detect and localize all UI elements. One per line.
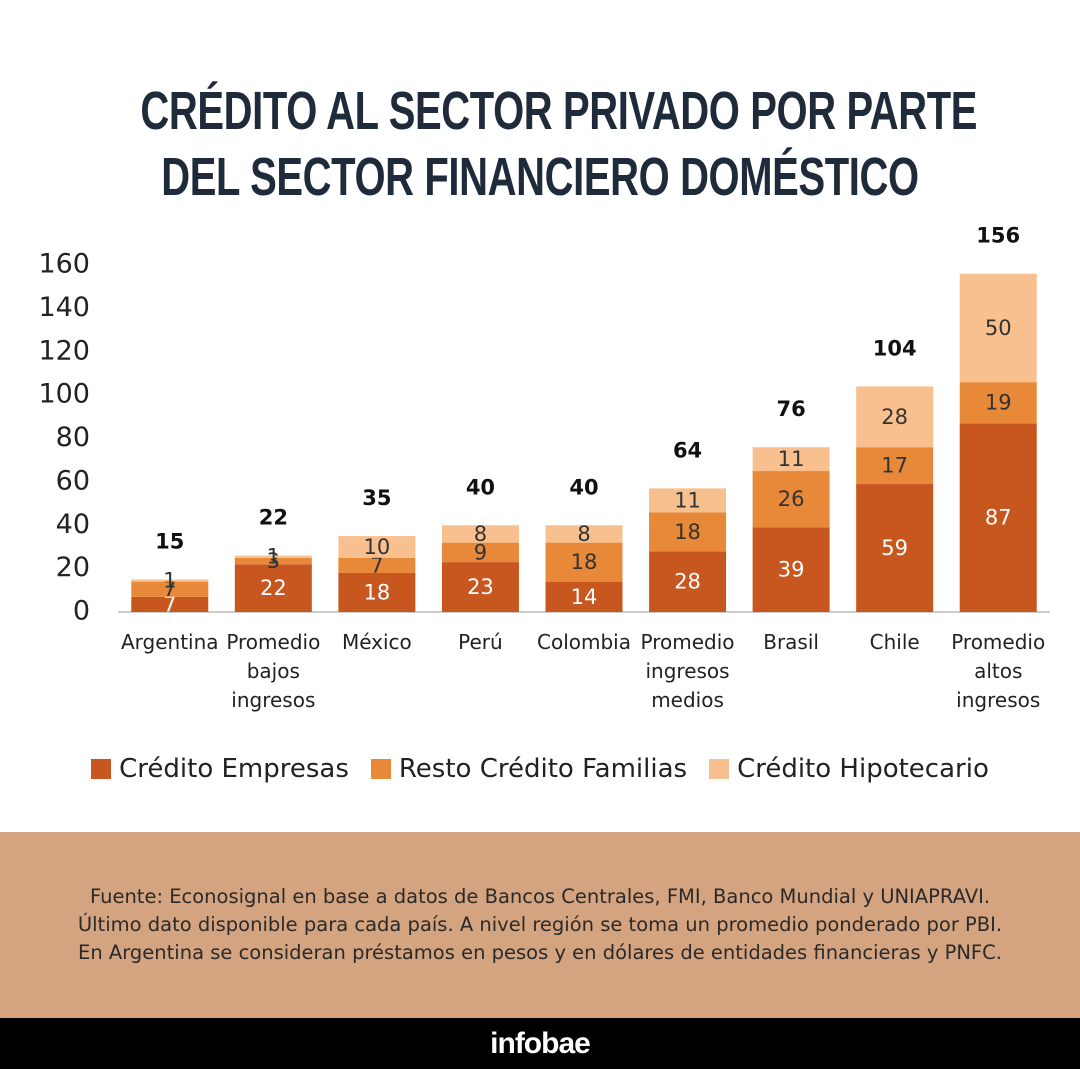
- segment-label: 3: [267, 549, 280, 573]
- total-label: 15: [155, 529, 184, 553]
- segment-label: 50: [985, 316, 1012, 340]
- total-label: 40: [466, 475, 495, 499]
- bar-segment: [856, 447, 934, 485]
- segment-label: 19: [985, 391, 1012, 415]
- segment-label: 9: [474, 540, 487, 564]
- segment-label: 11: [674, 488, 701, 512]
- bar-segment: [338, 536, 416, 558]
- x-tick-label: Promedio bajos ingresos: [226, 630, 321, 712]
- segment-label: 7: [370, 553, 383, 577]
- legend-item: Resto Crédito Familias: [370, 754, 688, 784]
- y-tick-label: 100: [38, 379, 90, 410]
- bar-segment: [131, 579, 209, 582]
- segment-label: 87: [985, 506, 1012, 530]
- bar-segment: [752, 527, 830, 612]
- segment-label: 1: [163, 569, 176, 593]
- segment-label: 26: [778, 487, 805, 511]
- bar-segment: [959, 423, 1037, 612]
- segment-label: 7: [163, 592, 176, 616]
- segment-label: 8: [577, 522, 590, 546]
- bar-segment: [649, 488, 727, 513]
- legend: Crédito Empresas Resto Crédito Familias Cr…: [0, 754, 1080, 784]
- source-box: Fuente: Econosignal en base a datos de B…: [0, 832, 1080, 1018]
- segment-label: 22: [260, 576, 287, 600]
- segment-label: 1: [267, 545, 280, 569]
- bar-segment: [649, 551, 727, 612]
- legend-label: Crédito Hipotecario: [737, 754, 989, 784]
- x-tick-label: Chile: [869, 630, 920, 654]
- total-label: 40: [569, 475, 598, 499]
- x-tick-label: Promedio ingresos medios: [640, 630, 735, 712]
- bar-segment: [338, 557, 416, 573]
- legend-item: Crédito Empresas: [91, 754, 349, 784]
- bar-segment: [441, 542, 519, 563]
- segment-label: 28: [674, 570, 701, 594]
- segment-label: 18: [571, 550, 598, 574]
- segment-label: 23: [467, 575, 494, 599]
- total-label: 64: [673, 438, 702, 462]
- title-line: DEL SECTOR FINANCIERO DOMÉSTICO: [161, 147, 919, 207]
- y-tick-label: 80: [56, 422, 90, 453]
- title-line: CRÉDITO AL SECTOR PRIVADO POR PARTE: [140, 81, 978, 141]
- bar-segment: [752, 471, 830, 528]
- segment-label: 18: [364, 580, 391, 604]
- bar-segment: [856, 386, 934, 448]
- x-tick-label: Perú: [458, 630, 503, 654]
- bar-segment: [234, 564, 312, 612]
- y-tick-label: 40: [56, 509, 90, 540]
- segment-label: 8: [474, 522, 487, 546]
- bar-segment: [752, 447, 830, 472]
- y-tick-label: 0: [73, 596, 90, 627]
- source-text: Fuente: Econosignal en base a datos de B…: [77, 885, 1003, 964]
- bar-segment: [441, 562, 519, 612]
- y-tick-label: 160: [38, 249, 90, 280]
- bar-segment: [545, 525, 623, 543]
- x-tick-label: Argentina: [120, 630, 219, 654]
- legend-swatch: [709, 759, 730, 779]
- y-tick-label: 120: [38, 335, 90, 366]
- y-tick-label: 60: [56, 465, 90, 496]
- segment-label: 28: [881, 405, 908, 429]
- bar-segment: [545, 581, 623, 612]
- segment-label: 14: [571, 585, 598, 609]
- legend-label: Resto Crédito Familias: [398, 754, 688, 784]
- segment-label: 18: [674, 520, 701, 544]
- bar-segment: [131, 596, 209, 612]
- bar-segment: [338, 572, 416, 612]
- total-label: 156: [976, 224, 1020, 248]
- x-tick-label: México: [341, 630, 412, 654]
- x-tick-label: Promedio altos ingresos: [951, 630, 1046, 712]
- y-tick-label: 20: [56, 552, 90, 583]
- bar-segment: [959, 382, 1037, 424]
- total-label: 76: [776, 397, 805, 421]
- bar-segment: [856, 484, 934, 612]
- x-tick-label: Brasil: [763, 630, 819, 654]
- brand: infobae: [0, 1018, 1080, 1069]
- total-label: 35: [362, 486, 391, 510]
- bar-segment: [131, 581, 209, 597]
- legend-swatch: [370, 759, 391, 779]
- x-tick-label: Colombia: [537, 630, 631, 654]
- legend-swatch: [91, 759, 112, 779]
- bar-segment: [234, 555, 312, 558]
- bar-segment: [959, 273, 1037, 383]
- bar-segment: [649, 512, 727, 552]
- segment-label: 39: [778, 558, 805, 582]
- y-tick-label: 140: [38, 292, 90, 323]
- legend-label: Crédito Empresas: [119, 754, 349, 784]
- bar-segment: [234, 557, 312, 565]
- total-label: 104: [873, 336, 917, 360]
- bar-segment: [441, 525, 519, 543]
- segment-label: 10: [364, 535, 391, 559]
- segment-label: 7: [163, 577, 176, 601]
- legend-item: Crédito Hipotecario: [709, 754, 989, 784]
- total-label: 22: [259, 506, 288, 530]
- segment-label: 11: [778, 447, 805, 471]
- segment-label: 17: [881, 454, 908, 478]
- bar-segment: [545, 542, 623, 582]
- segment-label: 59: [881, 536, 908, 560]
